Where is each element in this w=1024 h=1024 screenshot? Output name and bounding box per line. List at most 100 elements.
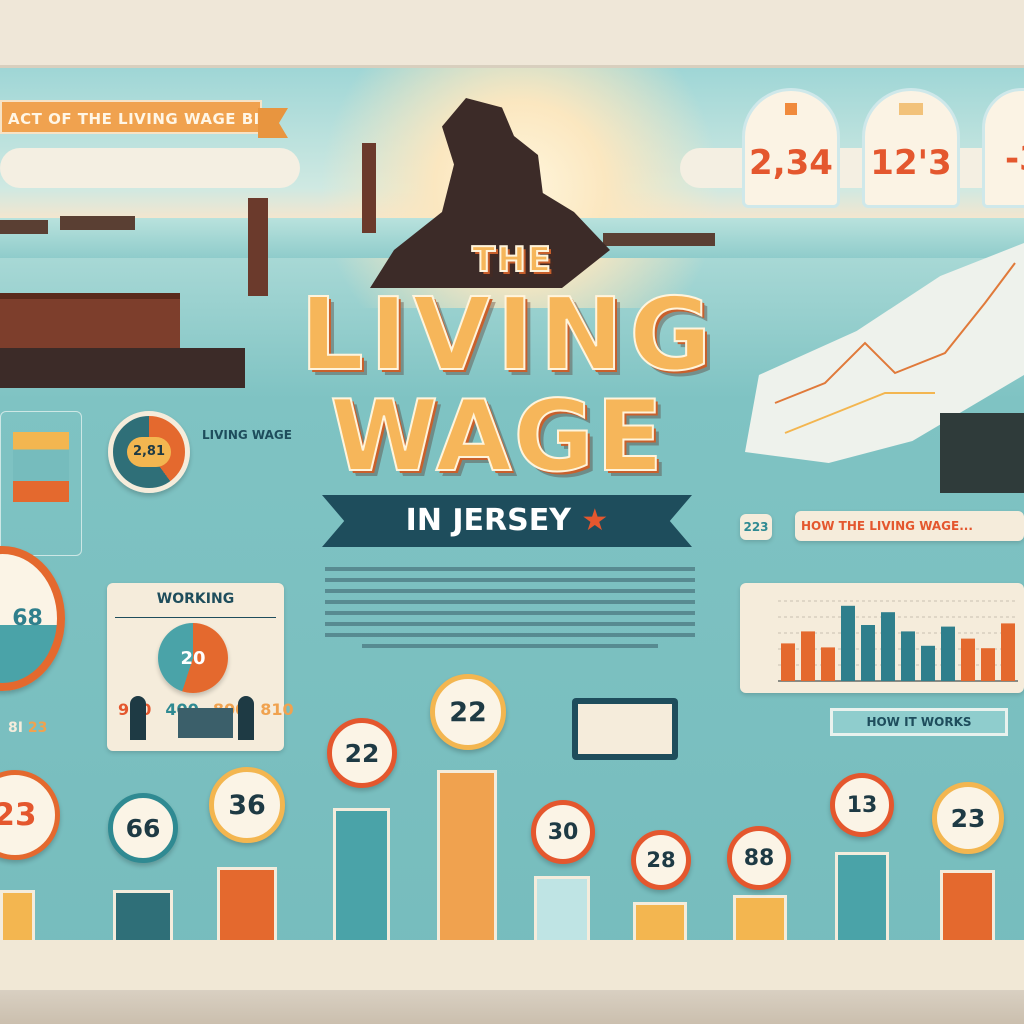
- subtitle-ribbon: IN JERSEY ★: [322, 495, 692, 547]
- bottom-label-strip: [0, 940, 1024, 990]
- title-living: LIVING: [299, 275, 718, 394]
- bar-chart-panel: [740, 583, 1024, 693]
- title-the: THE: [471, 239, 553, 281]
- timeline-bar: [217, 867, 277, 940]
- badge-value: 23: [950, 803, 986, 833]
- body-paragraph: [325, 560, 695, 655]
- timeline-bar: [633, 902, 687, 940]
- chart-bar: [941, 626, 955, 681]
- badge-value: 66: [125, 813, 161, 843]
- lighthouse-icon: [362, 143, 376, 233]
- timeline-bar: [835, 852, 889, 940]
- left-info-panel: [0, 411, 82, 556]
- stat-value: 12'3: [870, 143, 952, 183]
- cloud: [0, 148, 300, 188]
- divider: [115, 617, 276, 618]
- timeline-bar: [0, 890, 35, 940]
- timeline-bar: [333, 808, 390, 940]
- card-donut-value: 20: [180, 647, 206, 669]
- person-icon: [130, 696, 146, 740]
- map-bar-mini-chart: [940, 413, 1024, 493]
- big-pie-chart: 68: [0, 546, 65, 691]
- stat-icon: [899, 103, 923, 115]
- stat-icon: [785, 103, 797, 115]
- badge-value: 30: [547, 819, 579, 845]
- card-stat: 810: [260, 700, 294, 719]
- bar-chart: [778, 600, 1018, 682]
- lighthouse-icon: [248, 198, 268, 296]
- timeline-bar: [940, 870, 995, 940]
- chart-bar: [821, 647, 835, 681]
- donut-heading: LIVING WAGE: [202, 428, 292, 442]
- timeline-bar: [534, 876, 590, 940]
- chart-bar: [901, 631, 915, 681]
- banner-tail: [258, 108, 288, 138]
- pie-value: 68: [12, 606, 43, 631]
- timeline-bar: [437, 770, 497, 940]
- small-stat: 8I: [8, 720, 23, 736]
- monitor-illustration: [572, 698, 678, 760]
- chart-bar: [921, 645, 935, 681]
- small-stat: 23: [27, 720, 48, 736]
- chart-badge: 223: [740, 514, 772, 540]
- poster-top-margin: [0, 0, 1024, 68]
- stat-card: 2,34: [742, 88, 840, 208]
- building-illustration: [0, 293, 180, 348]
- donut-value: 2,81: [127, 437, 171, 467]
- stat-badge: 88: [727, 826, 791, 890]
- star-icon: ★: [581, 503, 609, 538]
- stat-badge: 28: [631, 830, 691, 890]
- ship-icon: [603, 233, 715, 246]
- stat-badge: 22: [327, 718, 397, 788]
- chart-bar: [961, 638, 975, 681]
- badge-value: 36: [228, 789, 266, 821]
- chart-bar: [841, 605, 855, 681]
- title-wage: WAGE: [329, 379, 665, 495]
- stat-value: 2,34: [749, 143, 833, 183]
- people-at-desk-illustration: [130, 690, 270, 742]
- donut-chart: 2,81: [108, 411, 190, 493]
- small-stats: 8I 23: [8, 720, 47, 736]
- stat-card: 12'3: [862, 88, 960, 208]
- stat-value: -3: [1005, 139, 1024, 179]
- stat-badge: 23: [0, 770, 60, 860]
- cloud: [680, 148, 1024, 188]
- card-stats: 910400800810: [118, 700, 294, 719]
- legend-swatch: [13, 432, 69, 502]
- badge-value: 13: [846, 792, 878, 818]
- map-route-lines: [774, 262, 1016, 434]
- timeline-bar: [113, 890, 173, 940]
- chart-bar: [781, 643, 795, 681]
- timeline-bar: [733, 895, 787, 940]
- chart-bar: [861, 625, 875, 681]
- person-icon: [238, 696, 254, 740]
- badge-value: 22: [449, 696, 487, 728]
- badge-value: 23: [0, 797, 37, 833]
- chart-bar: [801, 631, 815, 681]
- badge-value: 88: [743, 845, 775, 871]
- stat-card: -3: [982, 88, 1024, 208]
- infographic-poster: ACT OF THE LIVING WAGE BILL THE LIVING W…: [0, 68, 1024, 990]
- stat-badge: 13: [830, 773, 894, 837]
- ship-icon: [60, 216, 135, 230]
- card-donut: 20: [158, 623, 228, 693]
- ship-icon: [0, 220, 48, 234]
- monitor-screen: [578, 704, 672, 754]
- chart-heading: HOW THE LIVING WAGE...: [795, 511, 1024, 541]
- stat-badge: 66: [108, 793, 178, 863]
- card-heading: WORKING: [156, 591, 235, 607]
- chart-bar: [881, 612, 895, 681]
- stat-badge: 23: [932, 782, 1004, 854]
- desk-icon: [178, 708, 233, 738]
- chart-bar: [1001, 623, 1015, 681]
- floor: [0, 990, 1024, 1024]
- badge-value: 22: [344, 738, 380, 768]
- subtitle-text: IN JERSEY: [405, 503, 571, 538]
- stat-badge: 36: [209, 767, 285, 843]
- info-box: HOW IT WORKS: [830, 708, 1008, 736]
- badge-value: 28: [646, 848, 676, 872]
- stat-badge: 30: [531, 800, 595, 864]
- pier: [0, 348, 245, 388]
- chart-bar: [981, 648, 995, 681]
- stat-badge: 22: [430, 674, 506, 750]
